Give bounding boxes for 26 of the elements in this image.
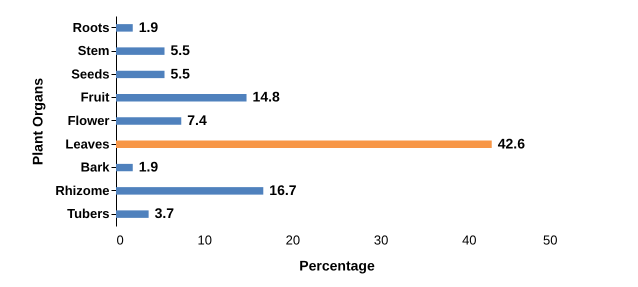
x-tick-label: 0 xyxy=(116,232,124,248)
y-tick-label: Leaves xyxy=(65,136,110,152)
y-tick-label: Roots xyxy=(72,20,110,35)
data-label: 5.5 xyxy=(170,42,190,58)
x-tick-label: 10 xyxy=(197,232,212,248)
data-label: 16.7 xyxy=(269,182,297,198)
y-tick-label: Seeds xyxy=(71,66,110,82)
data-label: 5.5 xyxy=(170,65,190,82)
data-label: 14.8 xyxy=(252,88,280,105)
x-tick-label: 20 xyxy=(286,232,300,248)
y-tick-label: Rhizome xyxy=(55,182,110,198)
data-label: 7.4 xyxy=(187,112,207,128)
y-tick-label: Fruit xyxy=(80,90,110,105)
y-tick-label: Tubers xyxy=(67,206,110,222)
data-label: 3.7 xyxy=(154,205,174,222)
y-axis-title: Plant Organs xyxy=(29,78,46,166)
x-tick-label: 30 xyxy=(374,232,388,248)
data-label: 1.9 xyxy=(138,158,158,175)
data-label: 42.6 xyxy=(498,135,526,152)
x-tick-label: 50 xyxy=(543,232,558,248)
y-tick-label: Stem xyxy=(78,43,110,58)
x-axis-title: Percentage xyxy=(299,258,375,274)
x-tick-label: 40 xyxy=(462,232,477,248)
data-label: 1.9 xyxy=(138,18,158,35)
y-tick-label: Bark xyxy=(80,160,110,175)
y-tick-label: Flower xyxy=(68,113,110,128)
